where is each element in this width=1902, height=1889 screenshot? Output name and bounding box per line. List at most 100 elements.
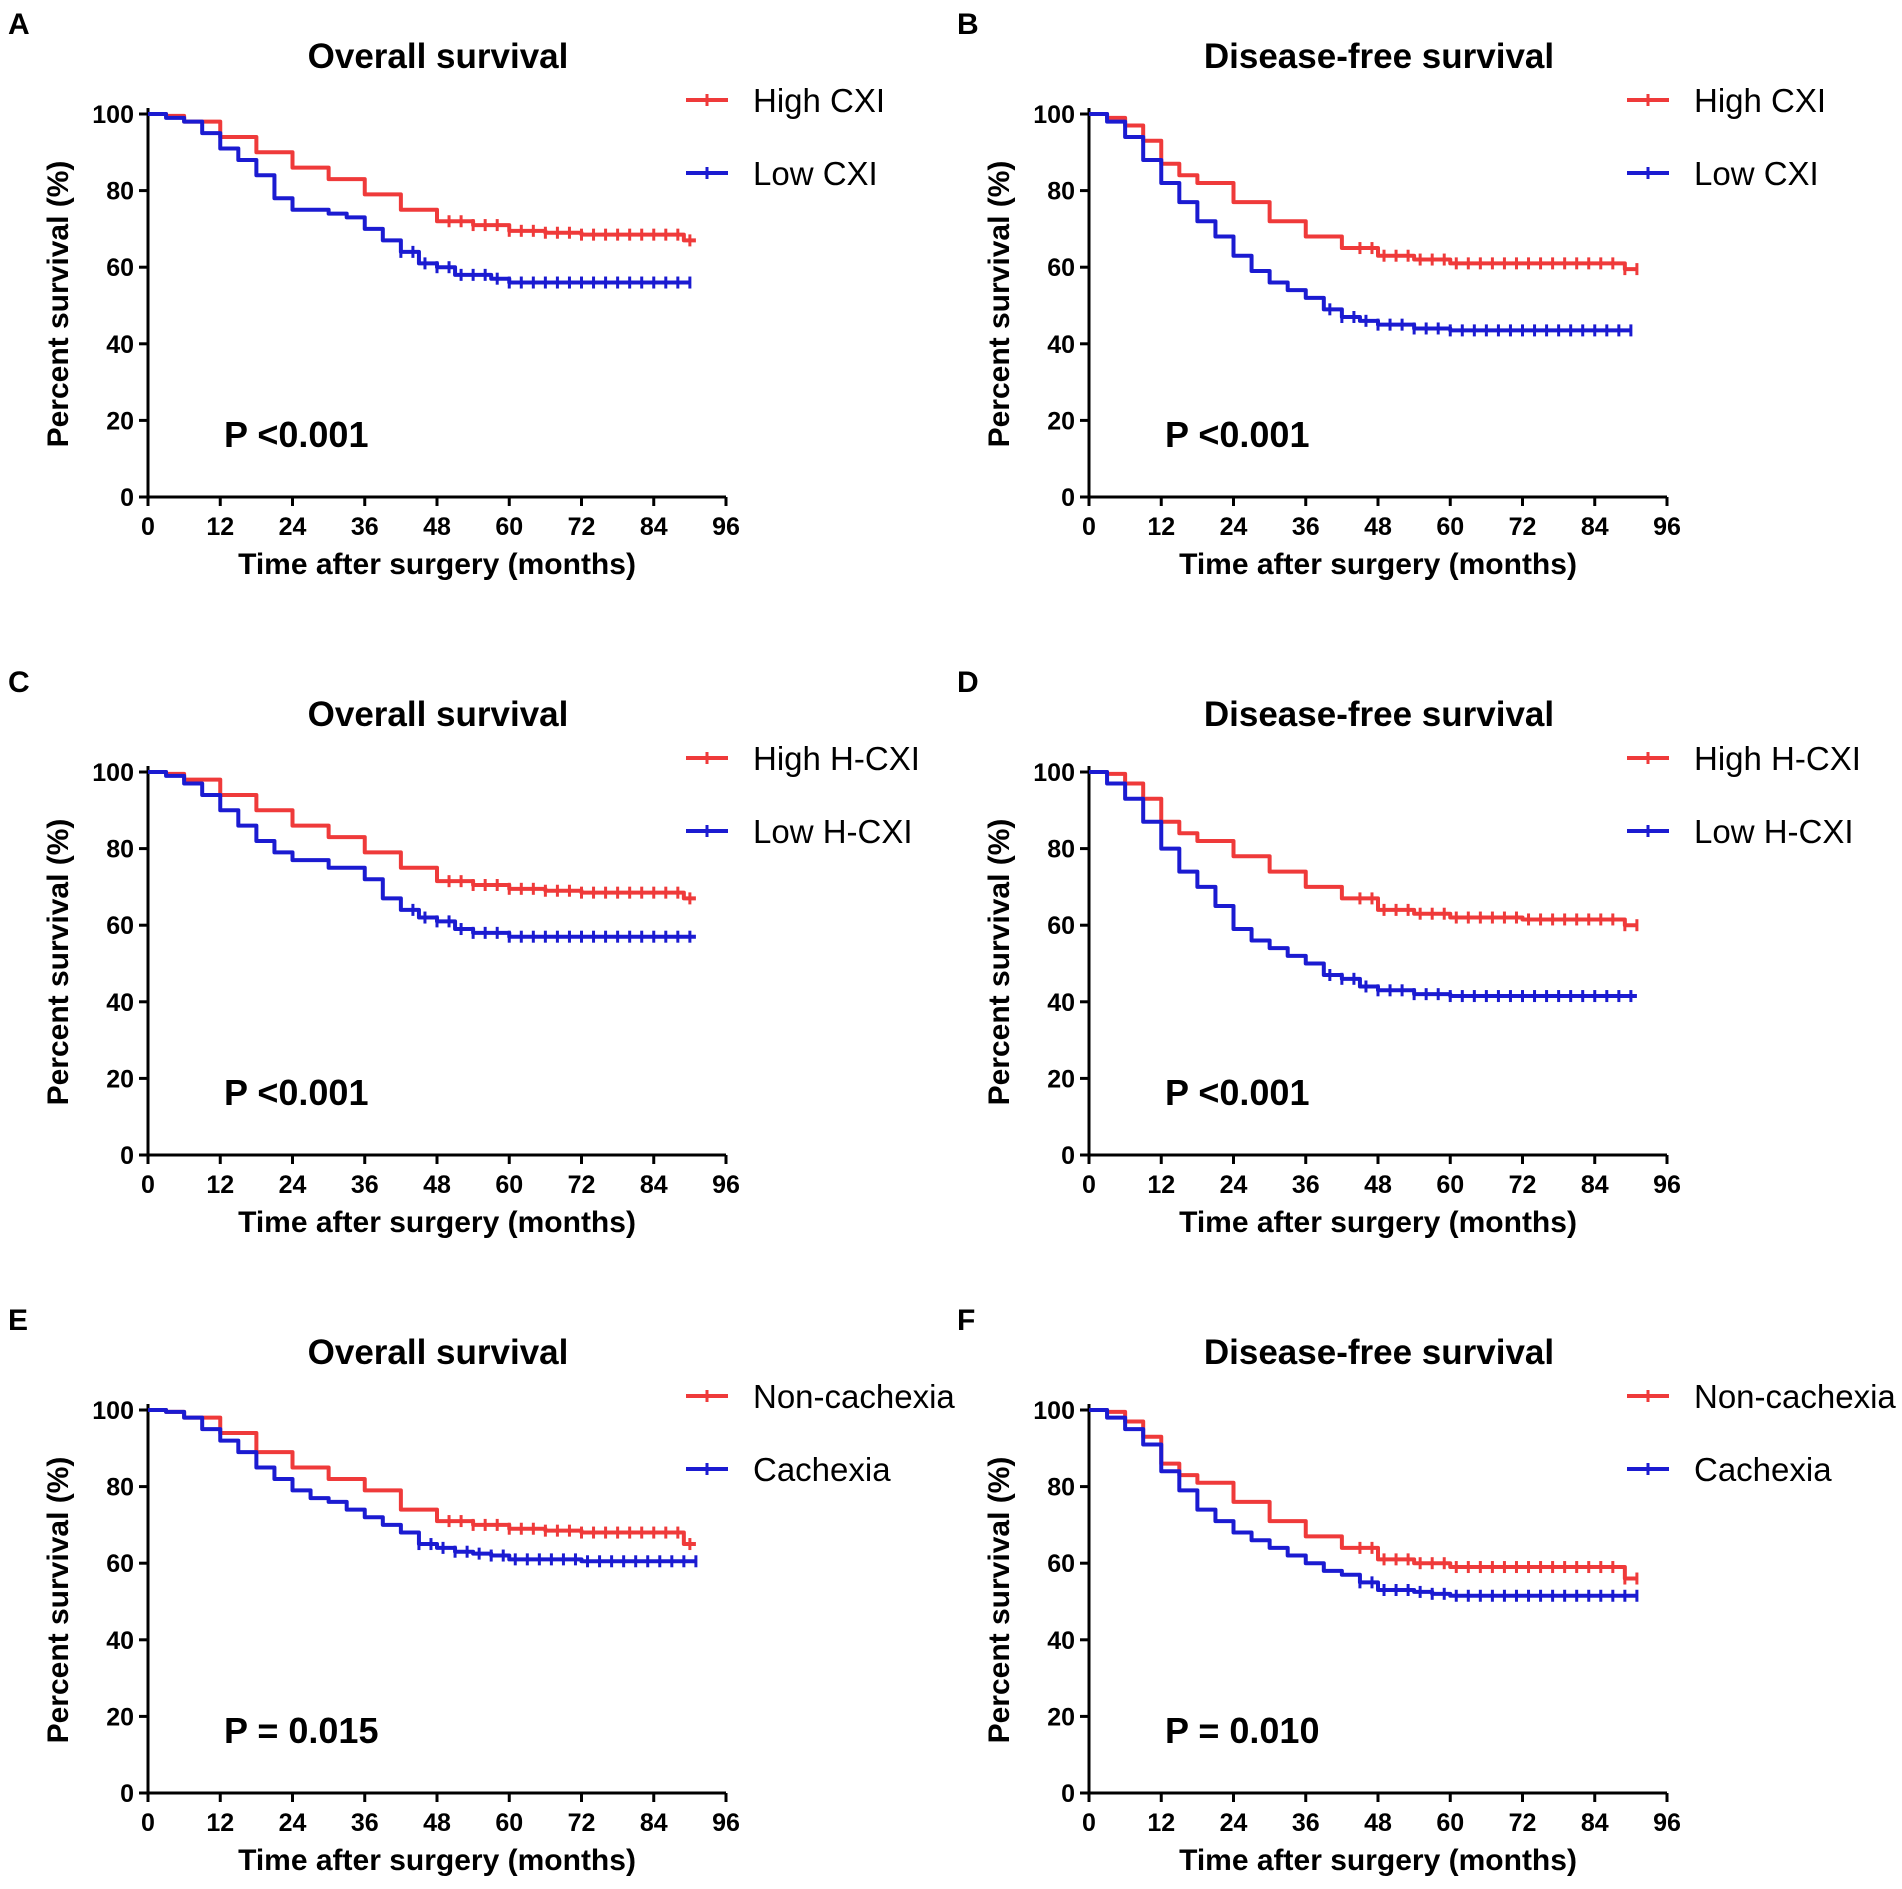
x-tick-label: 96 [1653,1171,1681,1199]
x-tick-label: 48 [1364,1809,1392,1837]
y-tick-label: 40 [106,989,134,1017]
series-line-low [1089,1408,1637,1598]
x-tick-label: 72 [568,1809,596,1837]
x-tick-label: 12 [1147,513,1175,541]
x-tick-label: 60 [495,1171,523,1199]
y-tick-label: 100 [1033,1397,1075,1425]
legend-label: Non-cachexia [1694,1378,1896,1415]
y-axis-label: Percent survival (%) [983,819,1016,1106]
legend-label: High H-CXI [753,740,920,777]
series-line-high [1089,770,1637,928]
x-tick-label: 36 [1292,513,1320,541]
y-tick-label: 20 [1047,1065,1075,1093]
x-tick-label: 24 [279,1171,307,1199]
x-tick-label: 84 [640,1171,668,1199]
y-tick-label: 60 [1047,1550,1075,1578]
x-tick-label: 36 [351,1809,379,1837]
series-line-low [1089,112,1631,333]
legend-label: Non-cachexia [753,1378,955,1415]
x-tick-label: 24 [1220,513,1248,541]
y-tick-label: 100 [92,759,134,787]
y-axis-label: Percent survival (%) [983,161,1016,448]
y-axis-label: Percent survival (%) [42,1457,75,1744]
x-tick-label: 72 [568,1171,596,1199]
panel-f: F Disease-free survival 0 20 40 60 80 100 0 12 24 3… [957,1304,1896,1877]
y-tick-label: 40 [1047,989,1075,1017]
x-tick-label: 96 [1653,513,1681,541]
legend-label: High CXI [1694,82,1826,119]
legend-label: Cachexia [753,1451,891,1488]
x-tick-label: 72 [568,513,596,541]
x-tick-label: 24 [279,1809,307,1837]
series-line-low [1089,770,1637,999]
x-tick-label: 48 [423,1171,451,1199]
x-tick-label: 60 [1436,1171,1464,1199]
y-tick-label: 0 [120,1780,134,1808]
x-tick-label: 24 [279,513,307,541]
panel-c: C Overall survival 0 20 40 60 80 100 0 12 24 36 48 60… [8,666,920,1239]
x-tick-label: 12 [206,1171,234,1199]
y-tick-label: 100 [1033,101,1075,129]
x-tick-label: 84 [640,1809,668,1837]
y-tick-label: 60 [106,912,134,940]
series-line-low [148,1408,696,1564]
y-tick-label: 0 [120,1142,134,1170]
x-axis-label: Time after surgery (months) [238,1844,636,1877]
y-tick-label: 20 [106,1065,134,1093]
panel-d: D Disease-free survival 0 20 40 60 80 100 0 12 24 3… [957,666,1861,1239]
panel-letter-d: D [957,666,979,699]
x-axis-label: Time after surgery (months) [1179,1844,1577,1877]
panel-letter-a: A [8,8,30,41]
y-axis-label: Percent survival (%) [42,819,75,1106]
x-tick-label: 0 [141,1171,155,1199]
x-tick-label: 48 [423,1809,451,1837]
y-tick-label: 100 [92,1397,134,1425]
y-tick-label: 100 [1033,759,1075,787]
panel-b: B Disease-free survival 0 20 40 60 80 100 0 12 24 3… [957,8,1826,581]
x-tick-label: 0 [1082,513,1096,541]
x-tick-label: 0 [1082,1809,1096,1837]
x-tick-label: 24 [1220,1171,1248,1199]
x-tick-label: 0 [1082,1171,1096,1199]
chart-title: Disease-free survival [1204,37,1554,76]
x-tick-label: 48 [1364,1171,1392,1199]
legend-label: Cachexia [1694,1451,1832,1488]
y-tick-label: 80 [1047,178,1075,206]
series-line-high [148,112,696,243]
x-tick-label: 12 [206,513,234,541]
y-tick-label: 80 [1047,836,1075,864]
panel-letter-f: F [957,1304,975,1337]
x-tick-label: 36 [1292,1171,1320,1199]
series-line-high [1089,112,1637,272]
y-tick-label: 100 [92,101,134,129]
x-tick-label: 36 [1292,1809,1320,1837]
legend-label: Low H-CXI [1694,813,1854,850]
x-tick-label: 72 [1509,513,1537,541]
y-tick-label: 0 [1061,484,1075,512]
x-tick-label: 72 [1509,1171,1537,1199]
y-tick-label: 20 [1047,1703,1075,1731]
y-tick-label: 80 [106,836,134,864]
x-tick-label: 84 [1581,513,1609,541]
chart-title: Overall survival [308,695,569,734]
y-tick-label: 60 [1047,254,1075,282]
panel-letter-c: C [8,666,30,699]
legend-label: High CXI [753,82,885,119]
y-tick-label: 20 [1047,407,1075,435]
p-value: P = 0.010 [1165,1710,1319,1751]
legend-label: Low H-CXI [753,813,913,850]
p-value: P = 0.015 [224,1710,378,1751]
y-tick-label: 20 [106,1703,134,1731]
legend-label: High H-CXI [1694,740,1861,777]
panel-letter-e: E [8,1304,28,1337]
y-tick-label: 80 [106,178,134,206]
y-tick-label: 20 [106,407,134,435]
x-tick-label: 36 [351,1171,379,1199]
x-tick-label: 12 [1147,1809,1175,1837]
y-tick-label: 60 [1047,912,1075,940]
y-tick-label: 0 [1061,1780,1075,1808]
y-tick-label: 40 [1047,331,1075,359]
y-tick-label: 80 [106,1474,134,1502]
panel-a: A Overall survival 0 20 40 60 80 100 0 12 24 36 48 60… [8,8,885,581]
